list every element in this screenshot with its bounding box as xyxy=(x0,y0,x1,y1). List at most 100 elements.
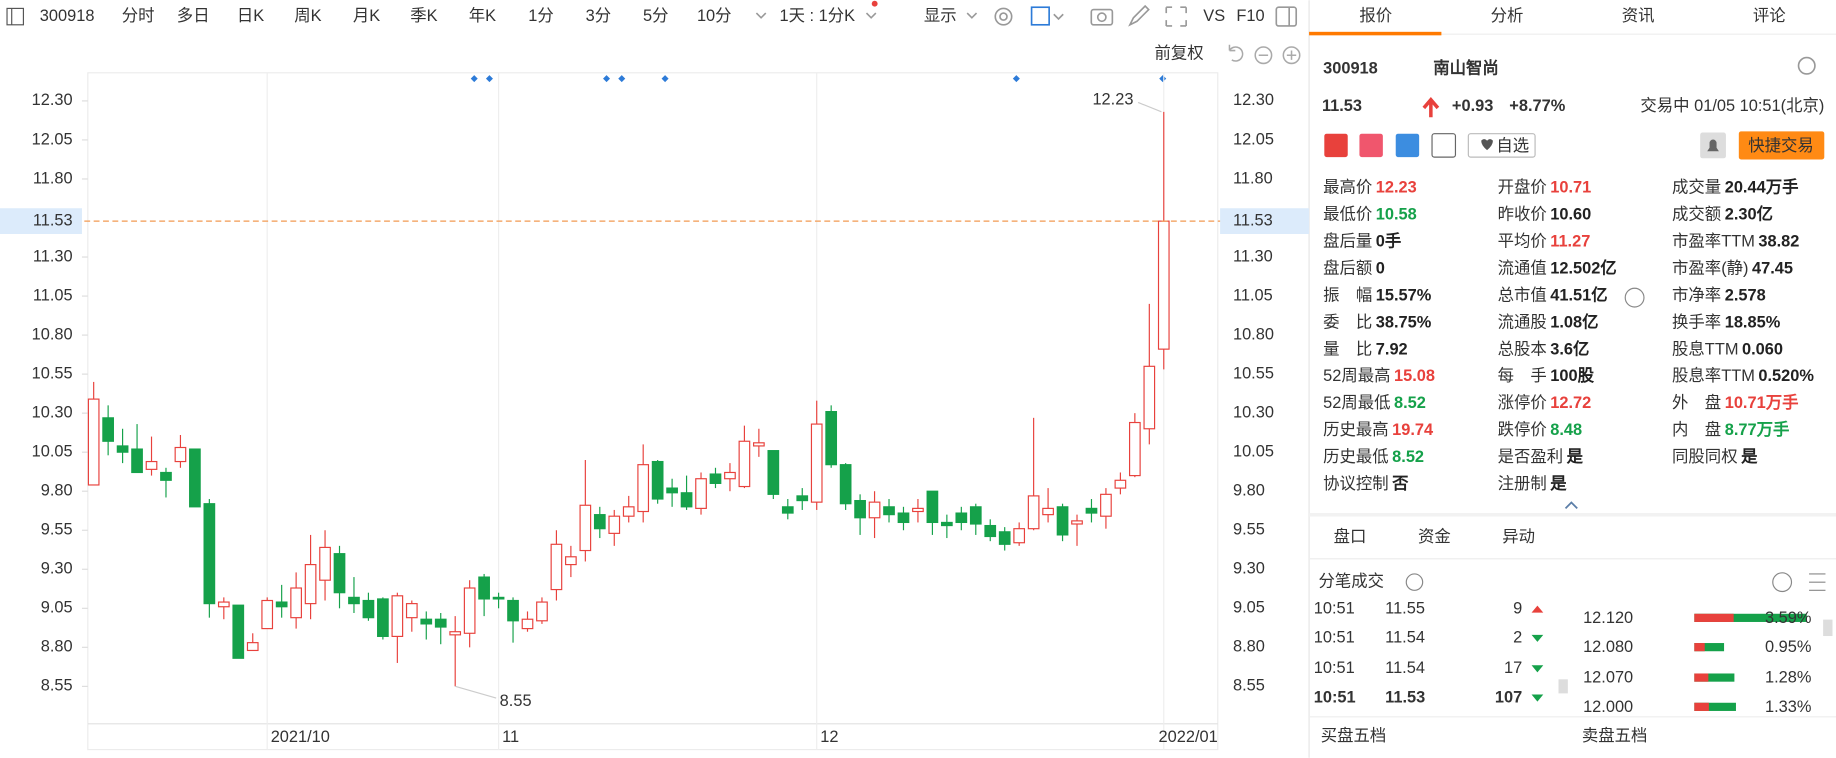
stock-code[interactable]: 300918 xyxy=(40,7,95,25)
candle-body xyxy=(608,515,621,534)
candle-body xyxy=(1042,507,1054,516)
stat-row: 历史最低 8.52 xyxy=(1323,448,1424,466)
stat-label: 总股本 xyxy=(1498,341,1547,359)
dist-bar-buy xyxy=(1694,702,1709,711)
note-badge[interactable] xyxy=(1431,133,1457,158)
period-tab[interactable]: 1分 xyxy=(528,7,553,25)
trade-volume: 2 xyxy=(1513,629,1522,647)
period-tab[interactable]: 5分 xyxy=(643,7,668,25)
stat-row: 内 盘 8.77万手 xyxy=(1672,420,1789,439)
candle-body xyxy=(232,604,245,659)
period-tab[interactable]: 年K xyxy=(469,7,496,25)
display-chevron[interactable] xyxy=(966,12,978,19)
event-marker[interactable] xyxy=(485,75,493,83)
up-arrow xyxy=(1422,97,1440,118)
pencil-icon[interactable] xyxy=(1128,4,1150,27)
stat-value: 10.60 xyxy=(1550,206,1591,224)
period-tab[interactable]: 月K xyxy=(353,7,380,25)
stat-value: 38.82 xyxy=(1758,233,1799,251)
candle-body xyxy=(883,506,895,516)
stat-value: 8.48 xyxy=(1550,421,1582,439)
settings-icon[interactable] xyxy=(994,7,1013,26)
zoom-in-icon[interactable] xyxy=(1282,46,1301,65)
event-marker[interactable] xyxy=(1159,75,1167,83)
x-tick-label: 11 xyxy=(502,728,519,746)
y-tick-label: 9.30 xyxy=(41,560,73,578)
quote-settings-icon[interactable] xyxy=(1797,56,1816,75)
quote-tab[interactable]: 资讯 xyxy=(1622,7,1655,25)
period-tab[interactable]: 10分 xyxy=(697,7,732,25)
price-label-bg xyxy=(0,208,82,235)
interval-select[interactable]: 1天 : 1分K xyxy=(780,7,856,25)
list-icon[interactable] xyxy=(1809,573,1826,591)
stat-row: 盘后额 0 xyxy=(1323,259,1385,278)
quick-trade-label[interactable]: 快捷交易 xyxy=(1748,137,1814,155)
sub-tab[interactable]: 异动 xyxy=(1502,528,1535,546)
stat-row: 量 比 7.92 xyxy=(1323,341,1408,359)
reset-icon[interactable] xyxy=(1228,44,1244,62)
sidebar-icon[interactable] xyxy=(1275,6,1298,27)
stat-value: 3.6亿 xyxy=(1550,340,1589,359)
interval-chevron[interactable] xyxy=(865,12,877,19)
period-tab[interactable]: 日K xyxy=(237,7,264,25)
stat-row: 52周最高 15.08 xyxy=(1323,368,1435,386)
stat-row: 流通值 12.502亿 xyxy=(1498,259,1617,278)
x-tick-label: 12 xyxy=(820,728,838,746)
adjust-select[interactable]: 前复权 xyxy=(1155,44,1204,62)
candle-body xyxy=(145,460,158,470)
shape-icon[interactable] xyxy=(1030,6,1050,26)
stat-label: 涨停价 xyxy=(1498,395,1547,413)
stat-value: 12.23 xyxy=(1376,179,1417,197)
stat-value: 1.08亿 xyxy=(1550,313,1598,332)
settings-icon-core xyxy=(999,12,1008,21)
candle-body xyxy=(536,601,548,622)
zoom-out-icon[interactable] xyxy=(1254,46,1273,65)
quick-trade-button[interactable] xyxy=(1738,131,1825,160)
trade-arrow xyxy=(1531,634,1544,642)
sub-tab[interactable]: 资金 xyxy=(1418,528,1451,546)
period-tab[interactable]: 多日 xyxy=(177,7,210,25)
display-select[interactable]: 显示 xyxy=(924,7,957,25)
candle-body xyxy=(420,618,433,625)
stat-value: 8.77万手 xyxy=(1725,420,1790,439)
watch-label[interactable]: 自选 xyxy=(1496,137,1529,155)
candle-body xyxy=(217,601,230,608)
period-tab[interactable]: 季K xyxy=(410,7,437,25)
period-tab[interactable]: 分时 xyxy=(122,7,155,25)
candle-body xyxy=(825,411,838,466)
dist-pct: 0.95% xyxy=(1765,638,1811,656)
feature-badge[interactable] xyxy=(1359,133,1383,158)
dist-price: 12.000 xyxy=(1583,698,1633,716)
more-icon[interactable] xyxy=(1624,287,1645,308)
stat-label: 最高价 xyxy=(1323,179,1372,197)
f10-button[interactable]: F10 xyxy=(1236,7,1264,25)
event-marker[interactable] xyxy=(470,75,478,83)
trade-status: 交易中 01/05 10:51(北京) xyxy=(1640,97,1824,115)
stat-row: 同股同权是 xyxy=(1672,448,1758,466)
camera-icon[interactable] xyxy=(1090,8,1114,26)
info-icon[interactable] xyxy=(1405,573,1424,591)
stat-row: 最高价 12.23 xyxy=(1323,179,1417,197)
tag-badge[interactable] xyxy=(1395,133,1420,158)
period-tab[interactable]: 3分 xyxy=(586,7,611,25)
stat-label: 历史最低 xyxy=(1323,448,1389,466)
quote-tab[interactable]: 分析 xyxy=(1491,7,1524,25)
y-tick-label: 10.80 xyxy=(32,325,73,343)
scrollbar[interactable] xyxy=(1558,679,1568,694)
period-chevron[interactable] xyxy=(755,12,767,19)
price-change-pct: +8.77% xyxy=(1509,97,1565,115)
scrollbar[interactable] xyxy=(1823,619,1833,637)
candle-body xyxy=(131,448,143,474)
quote-tab[interactable]: 评论 xyxy=(1753,7,1786,25)
vs-button[interactable]: VS xyxy=(1203,7,1225,25)
market-flag[interactable] xyxy=(1324,133,1348,158)
sub-tab[interactable]: 盘口 xyxy=(1334,527,1367,546)
period-tab[interactable]: 周K xyxy=(294,7,321,25)
options-icon[interactable] xyxy=(1772,572,1793,593)
quote-tab[interactable]: 报价 xyxy=(1359,7,1392,25)
stat-label: 市盈率(静) xyxy=(1672,260,1748,278)
panel-icon[interactable] xyxy=(6,7,25,26)
shape-chevron xyxy=(1053,13,1064,21)
collapse-caret[interactable] xyxy=(1564,501,1578,510)
fullscreen-icon[interactable] xyxy=(1165,6,1187,27)
